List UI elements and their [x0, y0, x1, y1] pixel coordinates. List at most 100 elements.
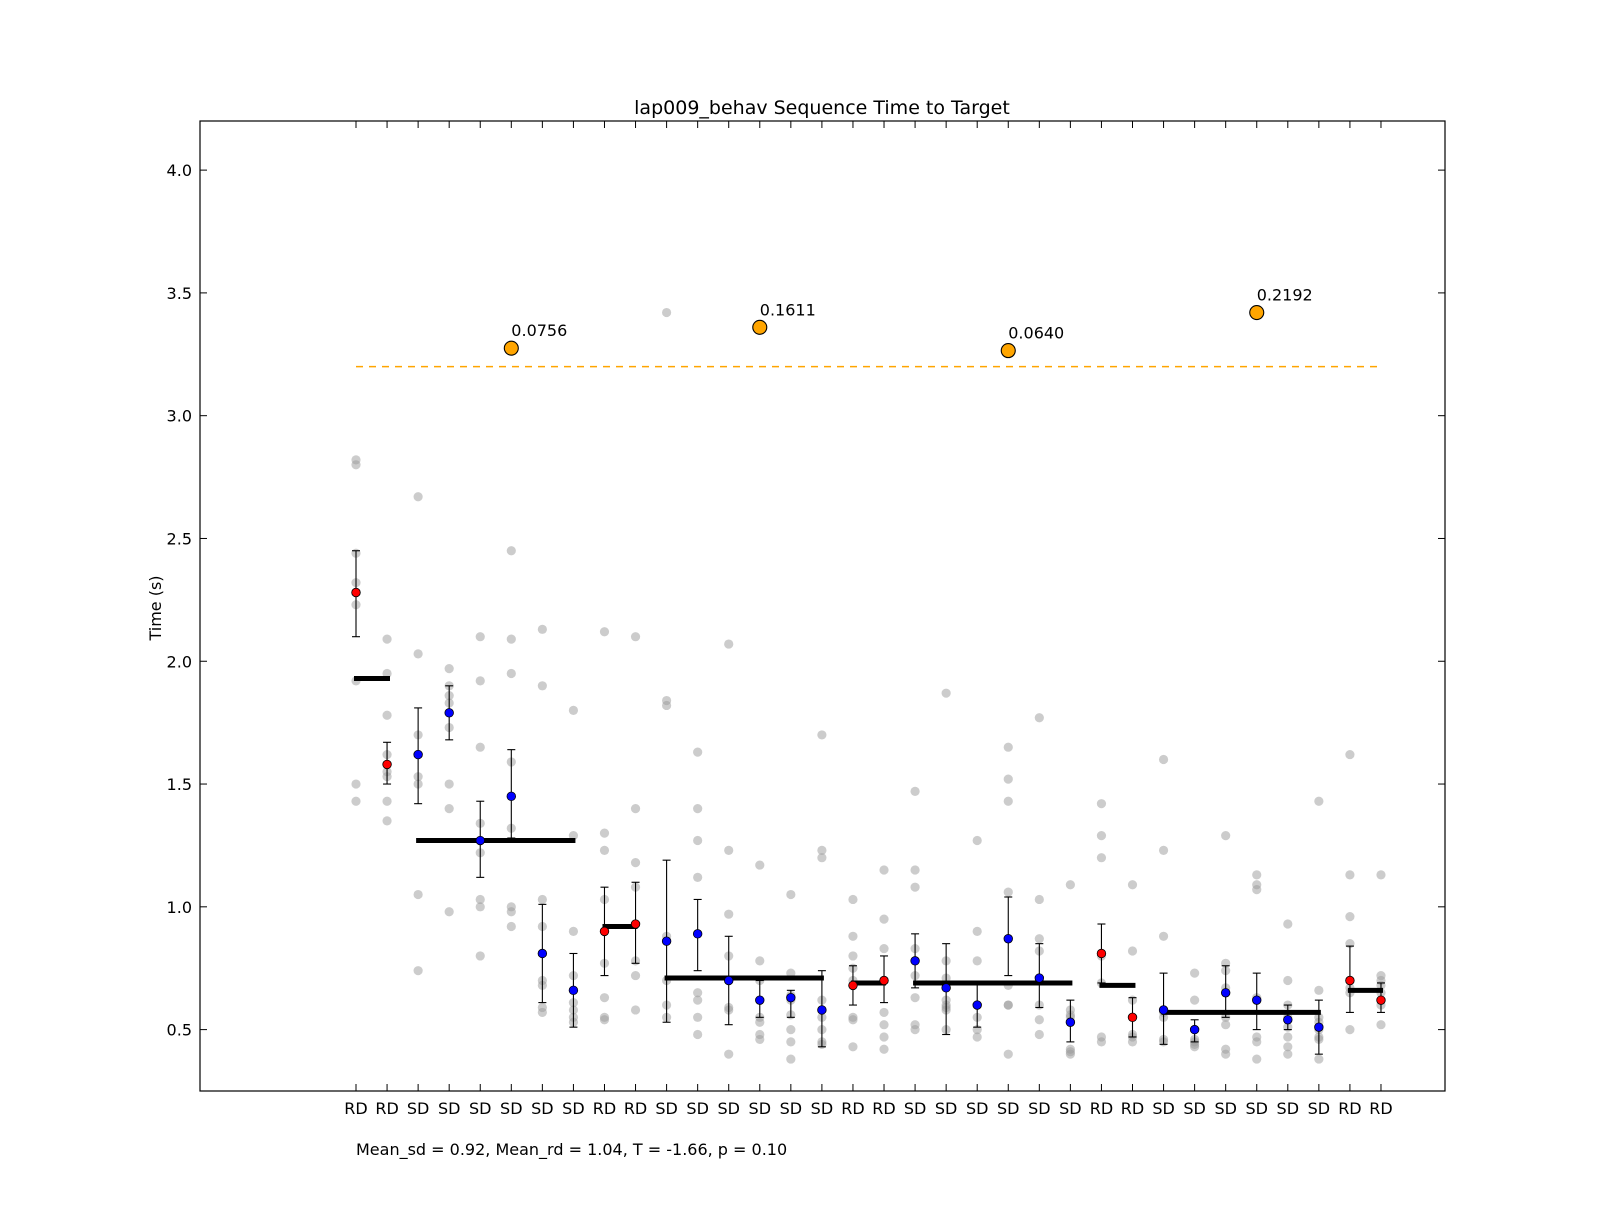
mean-point — [786, 992, 796, 1003]
raw-point — [848, 1015, 858, 1025]
x-tick-label: SD — [997, 1099, 1019, 1118]
raw-point — [599, 993, 610, 1003]
x-tick-label: SD — [1152, 1099, 1174, 1118]
raw-point — [1003, 774, 1013, 784]
mean-point — [1283, 1015, 1293, 1025]
raw-point — [755, 1034, 765, 1045]
raw-point — [662, 700, 672, 711]
x-tick-label: SD — [407, 1099, 429, 1118]
mean-point — [848, 980, 858, 991]
raw-point — [1376, 870, 1386, 880]
raw-point — [1096, 799, 1107, 809]
raw-point — [1003, 1000, 1013, 1010]
raw-point — [693, 1012, 703, 1022]
raw-point — [1127, 880, 1138, 890]
x-tick-label: SD — [1277, 1099, 1299, 1118]
raw-point — [1221, 831, 1231, 841]
raw-point — [475, 676, 485, 686]
raw-point — [1003, 887, 1013, 897]
raw-point — [693, 747, 703, 757]
mean-point — [630, 919, 641, 929]
raw-point — [1283, 919, 1293, 929]
raw-point — [630, 803, 641, 814]
raw-point — [693, 803, 703, 814]
raw-point — [1034, 1015, 1044, 1025]
raw-point — [1003, 1049, 1013, 1059]
raw-point — [1314, 985, 1324, 995]
raw-point — [413, 889, 423, 900]
mean-point — [1096, 948, 1107, 959]
raw-point — [475, 902, 485, 912]
raw-point — [848, 1042, 858, 1052]
raw-point — [755, 860, 765, 870]
mean-point — [910, 956, 920, 966]
raw-point — [972, 835, 982, 846]
raw-point — [382, 816, 392, 826]
y-axis-label: Time (s) — [146, 575, 165, 641]
mean-point — [1252, 995, 1262, 1005]
mean-point — [817, 1005, 827, 1015]
raw-point — [786, 968, 796, 978]
raw-point — [786, 889, 796, 900]
mean-point — [351, 587, 361, 598]
raw-point — [1345, 870, 1355, 880]
mean-point — [1189, 1024, 1200, 1035]
raw-point — [1190, 968, 1200, 978]
raw-point — [1252, 870, 1262, 880]
raw-point — [1345, 912, 1355, 922]
raw-point — [1252, 1054, 1262, 1064]
raw-point — [444, 664, 454, 674]
raw-point — [1158, 754, 1169, 765]
mean-point — [1127, 1012, 1138, 1023]
raw-point — [568, 705, 579, 715]
plot-marks: 0.0756 0.1611 0.0640 0.2192 — [351, 286, 1386, 1064]
x-tick-label: SD — [1245, 1099, 1267, 1118]
raw-point — [879, 1032, 889, 1042]
raw-point — [755, 956, 765, 966]
raw-point — [1283, 1049, 1293, 1059]
raw-point — [1034, 713, 1044, 723]
raw-point — [786, 1037, 796, 1047]
mean-point — [941, 983, 951, 993]
raw-point — [910, 1025, 920, 1035]
mean-point — [382, 759, 392, 770]
mean-point — [724, 975, 734, 986]
raw-point — [630, 632, 641, 642]
raw-point — [1252, 885, 1262, 895]
raw-point — [413, 649, 423, 659]
raw-point — [879, 865, 889, 875]
x-tick-label: SD — [562, 1099, 584, 1118]
raw-point — [506, 546, 516, 556]
raw-point — [662, 307, 672, 318]
raw-point — [1345, 749, 1355, 760]
x-tick-label: SD — [531, 1099, 553, 1118]
pvalue-label: 0.0640 — [1008, 324, 1064, 343]
raw-point — [1252, 1037, 1262, 1047]
raw-point — [1127, 1037, 1138, 1047]
raw-point — [910, 993, 920, 1003]
x-tick-label: RD — [1369, 1099, 1392, 1118]
x-tick-label: SD — [686, 1099, 708, 1118]
raw-point — [1065, 1049, 1075, 1059]
x-tick-label: RD — [593, 1099, 616, 1118]
mean-point — [1314, 1022, 1324, 1032]
raw-point — [786, 1025, 796, 1035]
mean-point — [599, 926, 610, 937]
raw-point — [382, 796, 392, 806]
raw-point — [444, 779, 454, 789]
mean-point — [1220, 988, 1231, 998]
raw-point — [382, 668, 392, 679]
raw-point — [506, 921, 516, 932]
x-tick-label: RD — [624, 1099, 647, 1118]
raw-point — [1127, 946, 1138, 956]
y-tick-label: 2.5 — [167, 529, 192, 548]
raw-point — [1003, 742, 1013, 752]
x-tick-label: SD — [966, 1099, 988, 1118]
raw-point — [1034, 894, 1044, 905]
raw-point — [382, 634, 392, 644]
plot-frame — [199, 120, 1446, 1092]
raw-point — [693, 872, 703, 882]
x-tick-label: SD — [1214, 1099, 1236, 1118]
x-tick-label: RD — [344, 1099, 367, 1118]
